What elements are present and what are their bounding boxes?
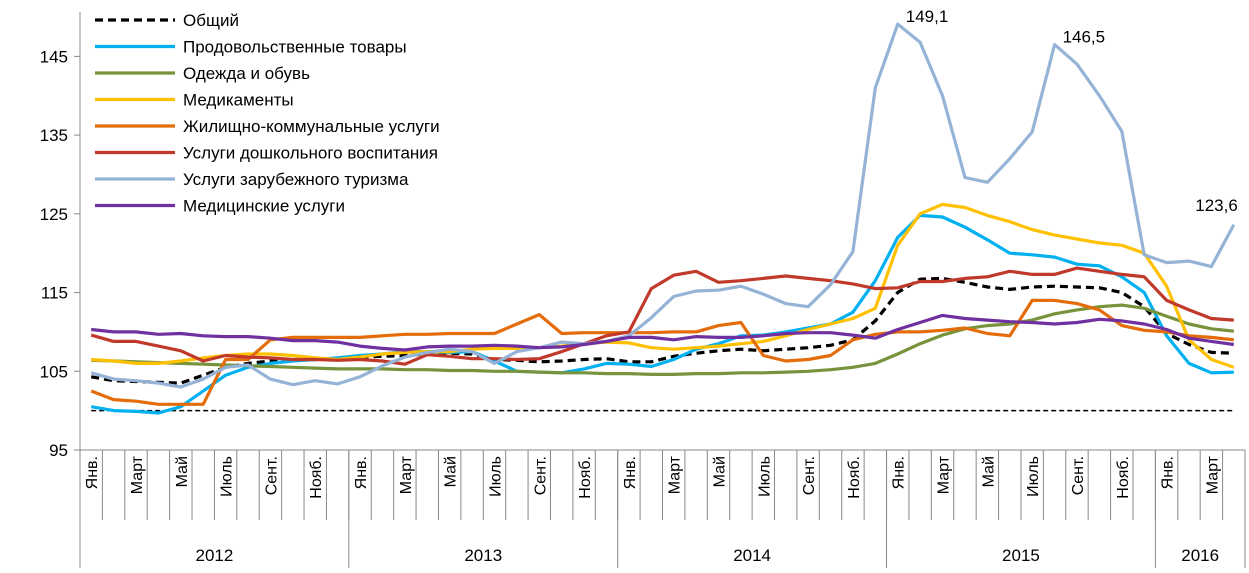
year-label: 2016 <box>1181 546 1219 565</box>
series-line <box>91 313 1235 352</box>
series-line <box>90 213 1234 415</box>
series-line <box>91 303 1234 376</box>
legend-bg <box>92 166 104 167</box>
series-line <box>90 22 1236 389</box>
value-label: 123,6 <box>1195 196 1238 215</box>
y-tick-label: 125 <box>40 205 68 224</box>
x-tick-label: Май <box>980 456 997 487</box>
y-tick-label: 95 <box>49 441 68 460</box>
x-tick-label: Сент. <box>1070 456 1087 495</box>
x-tick-label: Нояб. <box>308 456 325 499</box>
x-tick-label: Март <box>398 455 415 494</box>
x-tick-label: Май <box>712 456 729 487</box>
series-line <box>90 298 1234 406</box>
y-tick-label: 145 <box>40 47 68 66</box>
x-tick-label: Янв. <box>891 456 908 489</box>
year-label: 2013 <box>464 546 502 565</box>
x-tick-label: Март <box>667 455 684 494</box>
x-tick-label: Янв. <box>622 456 639 489</box>
year-label: 2014 <box>733 546 771 565</box>
x-tick-label: Сент. <box>263 456 280 495</box>
x-tick-label: Нояб. <box>1115 456 1132 499</box>
x-tick-label: Май <box>443 456 460 487</box>
x-tick-label: Сент. <box>801 456 818 495</box>
legend-bg <box>92 34 104 35</box>
legend-label: Продовольственные товары <box>183 38 407 57</box>
x-tick-label: Июль <box>756 456 773 497</box>
x-tick-label: Март <box>1204 455 1221 494</box>
legend-bg <box>92 7 104 8</box>
x-tick-label: Май <box>174 456 191 487</box>
x-tick-label: Сент. <box>532 456 549 495</box>
legend-label: Жилищно-коммунальные услуги <box>183 117 440 136</box>
legend-label: Услуги зарубежного туризма <box>183 170 409 189</box>
x-tick-label: Март <box>936 455 953 494</box>
series-line <box>90 266 1234 366</box>
value-label: 149,1 <box>906 7 949 26</box>
legend-label: Одежда и обувь <box>183 64 310 83</box>
legend-label: Общий <box>183 11 239 30</box>
legend-label: Медицинские услуги <box>183 197 345 216</box>
x-tick-label: Янв. <box>1160 456 1177 489</box>
year-label: 2012 <box>196 546 234 565</box>
y-tick-label: 105 <box>40 362 68 381</box>
year-label: 2015 <box>1002 546 1040 565</box>
x-tick-label: Янв. <box>353 456 370 489</box>
legend-bg <box>92 140 104 141</box>
x-tick-label: Нояб. <box>846 456 863 499</box>
x-tick-label: Нояб. <box>577 456 594 499</box>
series-line <box>91 202 1235 369</box>
legend-bg <box>92 87 104 88</box>
y-tick-label: 115 <box>41 284 68 303</box>
x-tick-label: Март <box>129 455 146 494</box>
legend-bg <box>92 113 104 114</box>
legend-label: Услуги дошкольного воспитания <box>183 144 438 163</box>
x-tick-label: Июль <box>219 456 236 497</box>
x-tick-label: Янв. <box>84 456 101 489</box>
series-line <box>90 276 1234 385</box>
value-label: 146,5 <box>1063 28 1106 47</box>
legend-bg <box>92 60 104 61</box>
y-tick-label: 135 <box>40 126 68 145</box>
legend-label: Медикаменты <box>183 91 294 110</box>
legend-bg <box>92 193 104 194</box>
x-tick-label: Июль <box>1025 456 1042 497</box>
x-tick-label: Июль <box>487 456 504 497</box>
